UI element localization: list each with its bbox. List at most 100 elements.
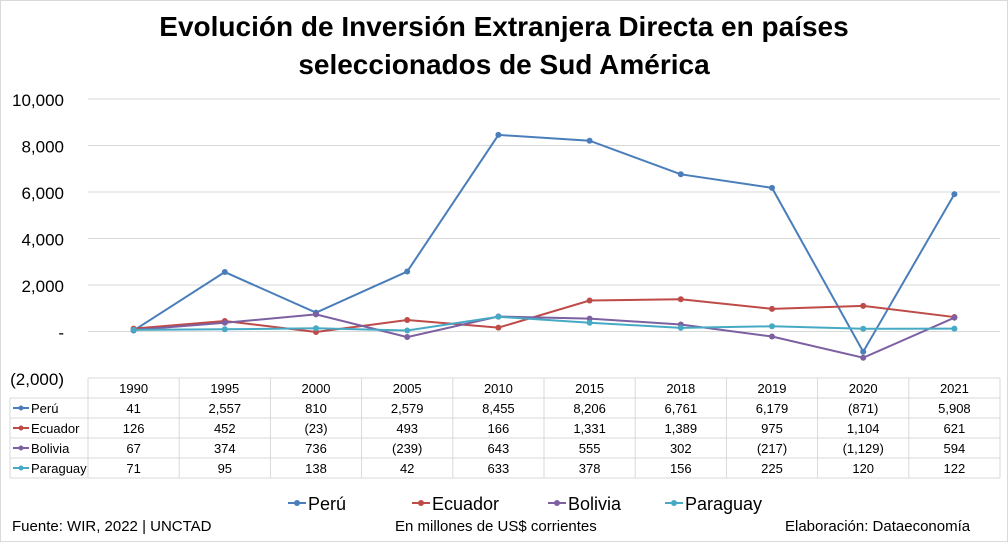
x-category-label: 2020 — [849, 381, 878, 396]
table-cell: 6,761 — [665, 401, 698, 416]
table-cell: 6,179 — [756, 401, 789, 416]
table-cell: 1,389 — [665, 421, 698, 436]
table-cell: 41 — [126, 401, 140, 416]
data-point — [860, 302, 867, 309]
table-cell: 975 — [761, 421, 783, 436]
legend-label: Ecuador — [432, 494, 499, 514]
table-cell: 122 — [944, 461, 966, 476]
table-cell: 8,206 — [573, 401, 606, 416]
table-series-name: Ecuador — [31, 421, 80, 436]
data-point — [860, 325, 867, 332]
data-point — [769, 184, 775, 191]
data-point — [769, 305, 775, 312]
table-cell: 126 — [123, 421, 145, 436]
table-cell: 633 — [488, 461, 510, 476]
credit-note: Elaboración: Dataeconomía — [785, 518, 971, 535]
table-cell: 302 — [670, 441, 692, 456]
data-point — [951, 314, 958, 321]
table-cell: (871) — [848, 401, 878, 416]
x-category-label: 1995 — [210, 381, 239, 396]
table-cell: (1,129) — [843, 441, 884, 456]
y-tick-label: 4,000 — [21, 231, 64, 250]
table-cell: 42 — [400, 461, 414, 476]
y-tick-label: 10,000 — [12, 91, 64, 110]
data-point — [860, 348, 867, 355]
legend-marker — [554, 500, 560, 506]
table-cell: 95 — [218, 461, 232, 476]
table-cell: 452 — [214, 421, 236, 436]
table-cell: 555 — [579, 441, 601, 456]
y-tick-label: 2,000 — [21, 277, 64, 296]
table-cell: 5,908 — [938, 401, 971, 416]
data-point — [769, 333, 775, 340]
legend-label: Perú — [308, 494, 346, 514]
series-line-bolivia — [133, 313, 955, 359]
table-cell: 736 — [305, 441, 327, 456]
table-legend-marker — [18, 465, 24, 471]
table-series-name: Perú — [31, 401, 58, 416]
table-cell: 138 — [305, 461, 327, 476]
table-series-name: Bolivia — [31, 441, 70, 456]
table-cell: (239) — [392, 441, 422, 456]
data-point — [221, 319, 228, 326]
data-point — [586, 315, 593, 322]
data-point — [221, 269, 228, 276]
y-tick-label: - — [58, 324, 64, 343]
table-cell: 621 — [944, 421, 966, 436]
data-point — [221, 326, 228, 333]
data-point — [677, 324, 684, 331]
table-legend-marker — [18, 405, 24, 411]
data-point — [313, 325, 319, 332]
x-category-label: 2015 — [575, 381, 604, 396]
chart-title: Evolución de Inversión Extranjera Direct… — [0, 8, 1008, 84]
x-category-label: 2005 — [393, 381, 422, 396]
table-cell: 71 — [126, 461, 140, 476]
data-point — [130, 326, 137, 333]
legend-marker — [418, 500, 424, 506]
table-cell: (23) — [304, 421, 327, 436]
data-point — [677, 296, 684, 303]
data-point — [860, 354, 867, 361]
data-point — [769, 323, 775, 330]
legend-label: Paraguay — [685, 494, 762, 514]
x-category-label: 2000 — [302, 381, 331, 396]
table-cell: 594 — [944, 441, 966, 456]
x-category-label: 2010 — [484, 381, 513, 396]
table-cell: 493 — [396, 421, 418, 436]
table-legend-marker — [18, 425, 24, 431]
data-point — [951, 325, 958, 332]
data-point — [495, 324, 502, 331]
data-point — [951, 191, 958, 198]
table-cell: 1,331 — [573, 421, 606, 436]
source-note: Fuente: WIR, 2022 | UNCTAD — [12, 518, 212, 535]
legend-label: Bolivia — [568, 494, 622, 514]
table-cell: 643 — [488, 441, 510, 456]
y-tick-label: 8,000 — [21, 138, 64, 157]
table-cell: 374 — [214, 441, 236, 456]
legend-marker — [671, 500, 677, 506]
table-cell: 8,455 — [482, 401, 515, 416]
chart-title-line1: Evolución de Inversión Extranjera Direct… — [159, 11, 849, 42]
table-cell: 156 — [670, 461, 692, 476]
table-cell: 67 — [126, 441, 140, 456]
series-line-perú — [133, 133, 956, 354]
table-cell: (217) — [757, 441, 787, 456]
series-line-ecuador — [133, 298, 955, 334]
table-cell: 810 — [305, 401, 327, 416]
x-category-label: 2021 — [940, 381, 969, 396]
data-point — [404, 268, 411, 275]
table-series-name: Paraguay — [31, 461, 87, 476]
y-tick-label: (2,000) — [10, 370, 64, 389]
x-category-label: 2019 — [758, 381, 787, 396]
series-line-paraguay — [133, 315, 955, 332]
data-point — [586, 297, 593, 304]
table-cell: 2,557 — [209, 401, 242, 416]
table-cell: 378 — [579, 461, 601, 476]
y-tick-label: 6,000 — [21, 184, 64, 203]
data-point — [404, 317, 411, 324]
units-note: En millones de US$ corrientes — [395, 518, 597, 535]
data-point — [586, 319, 593, 326]
table-cell: 2,579 — [391, 401, 424, 416]
data-point — [677, 171, 684, 178]
